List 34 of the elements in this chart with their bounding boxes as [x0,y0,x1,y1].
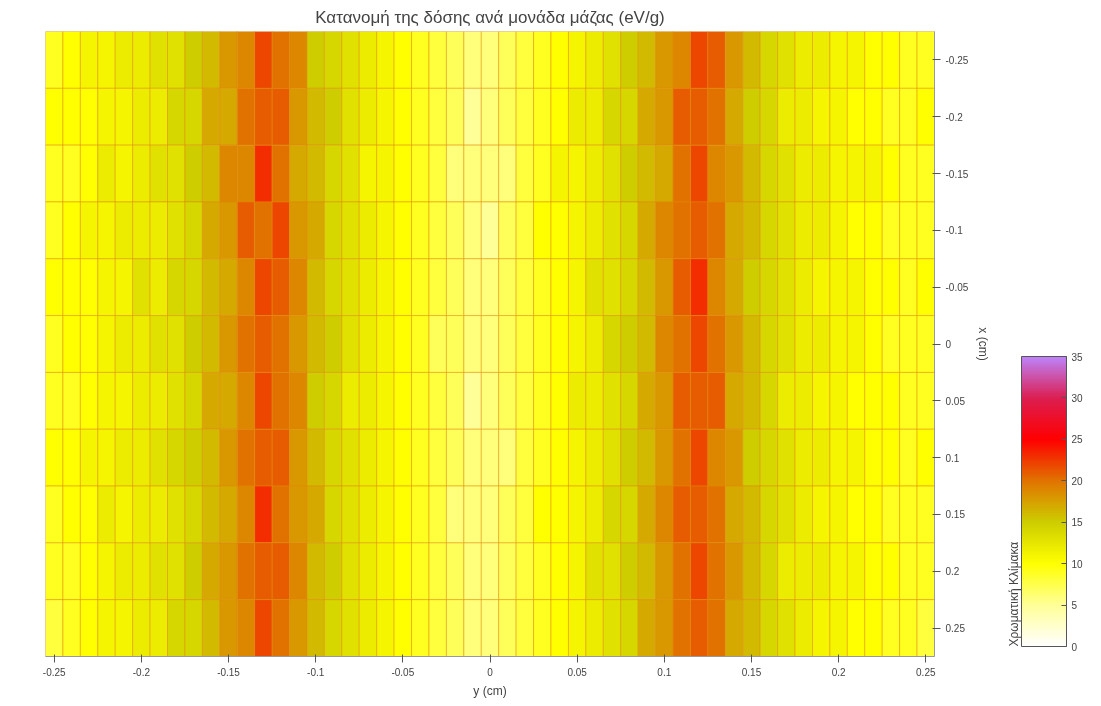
y-tick-label: -0.2 [945,111,964,123]
color-bar-label: 20 [1071,475,1084,487]
y-tick-label: -0.15 [945,168,969,180]
color-bar-title: Χρωματική Κλίμακα [1006,541,1021,647]
color-bar-label: 25 [1071,434,1084,446]
x-tick-label: 0.15 [741,666,762,678]
y-tick-label: 0.1 [945,452,960,464]
x-axis-title: y (cm) [473,683,507,698]
x-tick-label: 0.2 [831,666,847,678]
x-tick-label: -0.25 [42,666,67,678]
y-tick-label: -0.25 [945,54,969,66]
y-tick-label: -0.05 [945,282,969,294]
x-tick-label: -0.15 [217,666,241,678]
chart-title: Κατανομή της δόσης ανά μονάδα μάζας (eV/g) [315,7,665,27]
y-tick-label: 0.15 [945,509,966,521]
color-bar-label: 35 [1071,351,1084,363]
color-bar-label: 0 [1071,641,1078,653]
color-bar-label: 30 [1071,392,1084,404]
x-tick-label: 0 [487,666,494,678]
x-tick-label: -0.05 [391,666,415,678]
y-axis-title: x (cm) [976,327,991,361]
color-bar-label: 5 [1071,600,1078,612]
x-tick-label: 0.25 [916,666,936,678]
y-tick-label: 0 [945,339,952,350]
y-tick-label: 0.25 [945,623,966,635]
x-tick-label: -0.2 [132,666,151,678]
x-tick-label: 0.05 [567,666,588,678]
color-bar-label: 15 [1071,517,1084,529]
x-tick-label: 0.1 [657,666,672,678]
x-tick-label: -0.1 [307,666,325,678]
y-tick-label: 0.05 [945,395,966,407]
color-bar-label: 10 [1071,558,1084,570]
y-tick-label: 0.2 [945,566,960,578]
y-tick-label: -0.1 [945,225,964,237]
